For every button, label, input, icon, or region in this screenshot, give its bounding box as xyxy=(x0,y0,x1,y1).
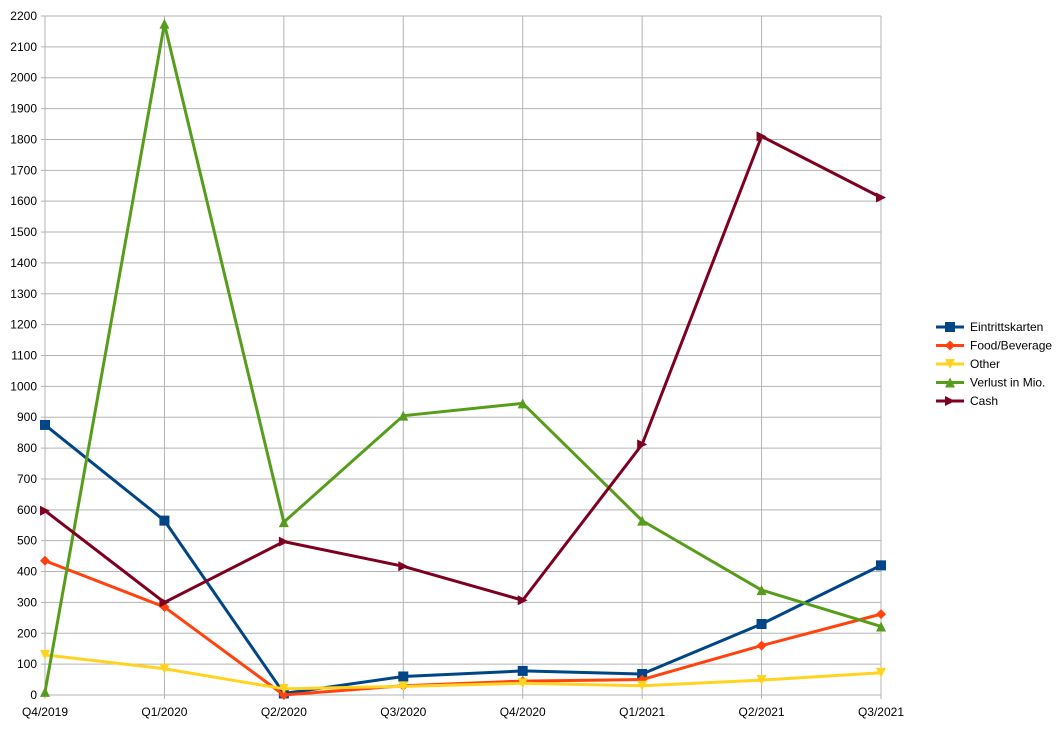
legend-marker xyxy=(945,322,955,332)
y-tick-label: 900 xyxy=(17,410,37,424)
y-tick-label: 0 xyxy=(30,688,37,702)
legend-marker xyxy=(945,359,955,369)
legend-item-food-beverage: Food/Beverage xyxy=(936,339,1052,353)
series-other xyxy=(40,649,886,694)
data-point-eintrittskarten xyxy=(159,515,170,526)
series-line-eintrittskarten xyxy=(44,423,882,695)
y-tick-label: 1300 xyxy=(10,287,37,301)
legend-label: Food/Beverage xyxy=(970,339,1052,353)
y-tick-label: 1700 xyxy=(10,163,37,177)
y-tick-label: 1100 xyxy=(11,349,37,363)
legend: Eintrittskarten Food/Beverage Other Verlust… xyxy=(936,320,1052,408)
y-tick-label: 800 xyxy=(17,441,37,455)
data-point-food-beverage xyxy=(756,640,767,651)
grid-layer xyxy=(44,15,882,696)
data-point-eintrittskarten xyxy=(398,671,409,682)
y-tick-label: 700 xyxy=(17,472,37,486)
data-point-verlust-in-mio xyxy=(637,515,648,526)
y-tick-label: 200 xyxy=(17,626,37,640)
y-tick-label: 1000 xyxy=(10,379,37,393)
legend-item-cash: Cash xyxy=(936,394,998,408)
y-tick-label: 2200 xyxy=(10,9,37,23)
data-point-eintrittskarten xyxy=(517,665,528,676)
series-line-verlust-in-mio xyxy=(43,22,882,693)
x-tick-label: Q2/2021 xyxy=(739,705,785,719)
y-tick-label: 1900 xyxy=(10,102,37,116)
y-tick-label: 1600 xyxy=(10,194,37,208)
data-point-food-beverage xyxy=(876,609,886,620)
y-tick-label: 2100 xyxy=(10,40,37,54)
y-tick-label: 400 xyxy=(17,565,37,579)
legend-label: Eintrittskarten xyxy=(970,320,1043,334)
x-tick-label: Q4/2019 xyxy=(22,705,68,719)
data-point-cash xyxy=(637,439,648,450)
data-point-other xyxy=(40,649,50,660)
legend-item-eintrittskarten: Eintrittskarten xyxy=(936,320,1043,334)
y-tick-label: 2000 xyxy=(10,71,37,85)
data-point-eintrittskarten xyxy=(637,669,648,680)
x-tick-label: Q1/2020 xyxy=(141,705,187,719)
data-point-cash xyxy=(876,192,886,203)
data-point-verlust-in-mio xyxy=(40,686,50,697)
data-point-eintrittskarten xyxy=(756,619,767,630)
y-tick-label: 500 xyxy=(17,534,37,548)
axis-layer: 0 100 200 300 400 500 600 700 800 900 1000 1100 1200… xyxy=(10,9,904,719)
legend-marker xyxy=(945,377,955,388)
data-point-cash xyxy=(756,131,767,142)
series-line-other xyxy=(44,653,882,691)
data-point-verlust-in-mio xyxy=(278,517,289,528)
data-point-other xyxy=(517,678,528,689)
x-tick-label: Q4/2020 xyxy=(500,705,546,719)
data-point-other xyxy=(637,680,648,691)
y-tick-label: 1500 xyxy=(10,225,37,239)
y-tick-label: 1400 xyxy=(10,256,37,270)
legend-marker xyxy=(945,396,955,406)
x-tick-label: Q3/2020 xyxy=(380,705,426,719)
x-tick-label: Q3/2021 xyxy=(858,705,904,719)
y-tick-label: 300 xyxy=(17,595,37,609)
y-tick-label: 100 xyxy=(17,657,37,671)
data-point-eintrittskarten xyxy=(40,419,50,430)
legend-item-other: Other xyxy=(936,357,1000,371)
series-eintrittskarten xyxy=(40,419,886,699)
legend-label: Verlust in Mio. xyxy=(970,376,1045,390)
data-point-verlust-in-mio xyxy=(159,18,170,29)
legend-label: Cash xyxy=(970,394,998,408)
data-point-other xyxy=(876,667,886,678)
x-tick-label: Q1/2021 xyxy=(619,705,665,719)
legend-label: Other xyxy=(970,357,1000,371)
data-point-verlust-in-mio xyxy=(876,621,886,632)
series-layer xyxy=(40,18,886,700)
data-point-other xyxy=(398,681,409,692)
y-tick-label: 1200 xyxy=(10,318,37,332)
data-point-cash xyxy=(159,597,170,608)
legend-marker xyxy=(945,340,955,351)
series-cash xyxy=(40,131,886,608)
series-verlust-in-mio xyxy=(40,18,886,697)
data-point-food-beverage xyxy=(40,555,50,566)
data-point-verlust-in-mio xyxy=(517,398,528,409)
data-point-other xyxy=(159,663,170,674)
data-point-other xyxy=(278,683,289,694)
x-tick-label: Q2/2020 xyxy=(261,705,307,719)
data-point-cash xyxy=(40,505,50,516)
legend-item-verlust-in-mio: Verlust in Mio. xyxy=(936,376,1045,390)
data-point-cash xyxy=(517,595,528,606)
series-line-cash xyxy=(44,134,882,604)
data-point-cash xyxy=(278,536,289,547)
data-point-cash xyxy=(398,561,409,572)
data-point-other xyxy=(756,675,767,686)
y-tick-label: 1800 xyxy=(10,132,37,146)
data-point-eintrittskarten xyxy=(876,560,886,571)
data-point-food-beverage xyxy=(278,690,289,700)
data-point-verlust-in-mio xyxy=(756,585,767,596)
y-tick-label: 600 xyxy=(17,503,37,517)
data-point-verlust-in-mio xyxy=(398,410,409,421)
